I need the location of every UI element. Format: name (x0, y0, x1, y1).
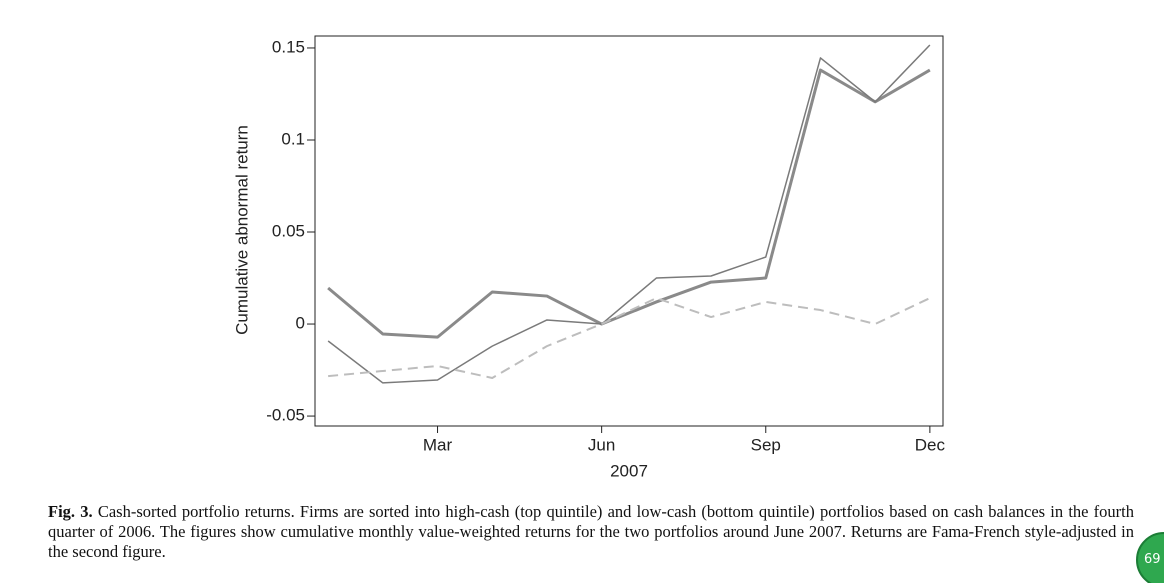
y-tick-label: 0.05 (272, 221, 305, 240)
series-line (327, 68, 931, 339)
x-tick-label: Dec (915, 435, 946, 454)
y-tick-label: 0.1 (281, 129, 305, 148)
plot-frame (314, 35, 944, 427)
x-tick-label: Sep (751, 435, 781, 454)
y-tick-label: 0.15 (272, 37, 305, 56)
series-line (328, 297, 931, 379)
y-axis-label: Cumulative abnormal return (232, 125, 251, 335)
badge[interactable]: 69 (1136, 532, 1164, 583)
x-tick-label: Jun (588, 435, 615, 454)
caption: Fig. 3. Cash-sorted portfolio returns. F… (48, 502, 1134, 562)
chart: Cumulative abnormal return 2007 -0.05 0 0.… (232, 35, 946, 480)
x-tick-label: Mar (423, 435, 453, 454)
y-tick-label: 0 (296, 314, 305, 333)
series-line (327, 44, 931, 384)
x-axis-label: 2007 (610, 461, 648, 480)
caption-label: Fig. 3. (48, 502, 93, 521)
y-tick-label: -0.05 (266, 406, 305, 425)
caption-text: Cash-sorted portfolio returns. Firms are… (48, 502, 1135, 561)
